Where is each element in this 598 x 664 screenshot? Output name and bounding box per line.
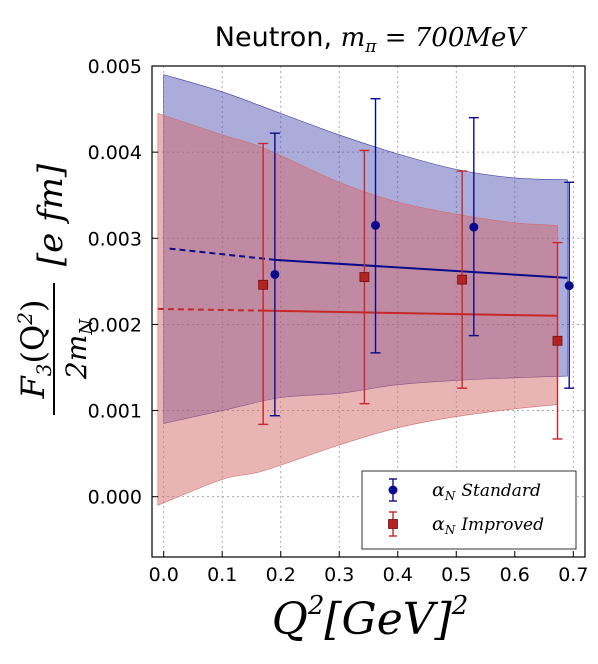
point-improved (457, 274, 468, 285)
y-tick-label: 0.002 (88, 314, 142, 336)
y-label-numerator: F3(Q2) (13, 300, 56, 400)
x-tick-label: 0.2 (266, 564, 296, 586)
y-axis-label: F3(Q2) 2mN [e fm] (13, 163, 97, 415)
fit-dashed-improved (157, 307, 264, 312)
point-standard (564, 281, 574, 291)
x-axis-label: Q2[GeV]2 (272, 591, 468, 645)
y-tick-label: 0.003 (88, 228, 142, 250)
legend-improved-marker (388, 519, 398, 529)
y-tick-label: 0.001 (88, 401, 142, 423)
y-label-unit: [e fm] (31, 163, 71, 266)
confidence-bands (157, 74, 568, 506)
fit-solid-improved (263, 309, 558, 317)
data-markers (258, 220, 574, 346)
x-tick-label: 0.7 (558, 564, 588, 586)
point-standard (371, 220, 381, 230)
x-tick-label: 0.4 (383, 564, 413, 586)
y-tick-label: 0.005 (88, 56, 142, 78)
x-tick-label: 0.5 (441, 564, 471, 586)
point-standard (469, 222, 479, 232)
y-axis-ticks: 0.000 0.001 0.002 0.003 0.004 0.005 (88, 56, 158, 509)
point-improved (552, 335, 563, 346)
x-axis-ticks: 0.0 0.1 0.2 0.3 0.4 0.5 0.6 0.7 (149, 551, 588, 586)
legend-improved-label: αN Improved (432, 513, 544, 537)
legend-entry-improved: αN Improved (388, 511, 544, 537)
fit-dashed-standard (169, 247, 275, 261)
legend-standard-marker (388, 485, 398, 495)
x-tick-label: 0.6 (500, 564, 530, 586)
fit-lines (157, 247, 568, 317)
chart-title: Neutron, mπ = 700MeV (215, 22, 528, 57)
legend-box (361, 470, 577, 550)
point-standard (270, 269, 280, 279)
y-tick-label: 0.000 (88, 487, 142, 509)
x-tick-label: 0.0 (149, 564, 179, 586)
y-label-denominator: 2mN (60, 318, 97, 380)
legend-entry-standard: αN Standard (388, 478, 541, 503)
plot-frame (151, 65, 586, 558)
legend-standard-label: αN Standard (432, 479, 541, 503)
x-tick-label: 0.3 (324, 564, 354, 586)
point-improved (359, 272, 370, 282)
fit-solid-standard (274, 258, 568, 279)
point-improved (258, 279, 269, 290)
y-tick-label: 0.004 (88, 142, 142, 164)
x-tick-label: 0.1 (207, 564, 237, 586)
legend: αN Standard αN Improved (361, 470, 577, 550)
